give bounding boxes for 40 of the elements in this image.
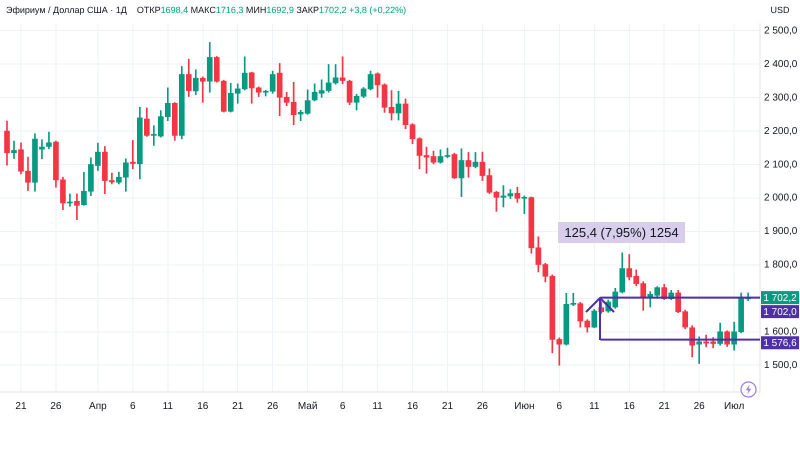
x-tick-label: Май [298, 400, 318, 412]
ref-line-label: 1 702,0 [763, 306, 798, 318]
y-tick-label: 2 500,0 [764, 25, 798, 36]
x-tick-label: 16 [197, 400, 209, 412]
x-tick-label: 21 [232, 400, 244, 412]
y-tick-label: 2 300,0 [764, 92, 798, 104]
y-tick-label: 1 800,0 [764, 260, 798, 271]
x-tick-label: 26 [694, 400, 706, 412]
x-tick-label: Июн [514, 400, 534, 412]
x-tick-label: 11 [372, 400, 384, 412]
x-tick-label: 11 [589, 400, 600, 412]
y-tick-label: 1 900,0 [764, 226, 798, 238]
y-tick-label: 2 100,0 [764, 159, 798, 170]
x-tick-label: Апр [89, 400, 108, 412]
x-tick-label: 11 [162, 400, 174, 412]
y-tick-label: 2 000,0 [764, 192, 798, 204]
x-tick-label: 16 [624, 400, 636, 412]
y-tick-label: 1 500,0 [764, 360, 798, 371]
ref-line-label: 1 576,6 [763, 338, 798, 350]
chart-title: Эфириум / Доллар США · 1Д [6, 5, 127, 15]
x-tick-label: 21 [15, 400, 27, 412]
x-tick-label: 6 [340, 400, 346, 412]
x-tick-label: 6 [556, 400, 563, 412]
candlestick [46, 132, 52, 150]
x-tick-label: Июл [724, 400, 744, 412]
annotation: 125,4 (7,95%) 1254 [558, 222, 685, 243]
chart-subtitle: ОТКР1698,4 МАКС1716,3 МИН1692,9 ЗАКР1702,2 +3,8 (+0,22%) [136, 5, 406, 15]
x-tick-label: 21 [658, 400, 670, 412]
y-tick-label: 2 400,0 [764, 58, 798, 70]
x-tick-label: 26 [50, 400, 62, 412]
y-tick-label: 1 600,0 [764, 326, 798, 338]
y-axis-title: USD [769, 5, 790, 15]
x-tick-label: 6 [130, 400, 136, 412]
x-tick-label: 26 [267, 400, 279, 412]
x-tick-label: 21 [442, 400, 454, 412]
annotation: 1 702,2 [763, 292, 798, 304]
candlestick [11, 140, 17, 159]
y-tick-label: 2 200,0 [764, 126, 798, 137]
x-tick-label: 16 [406, 400, 419, 412]
x-tick-label: 26 [476, 400, 488, 412]
